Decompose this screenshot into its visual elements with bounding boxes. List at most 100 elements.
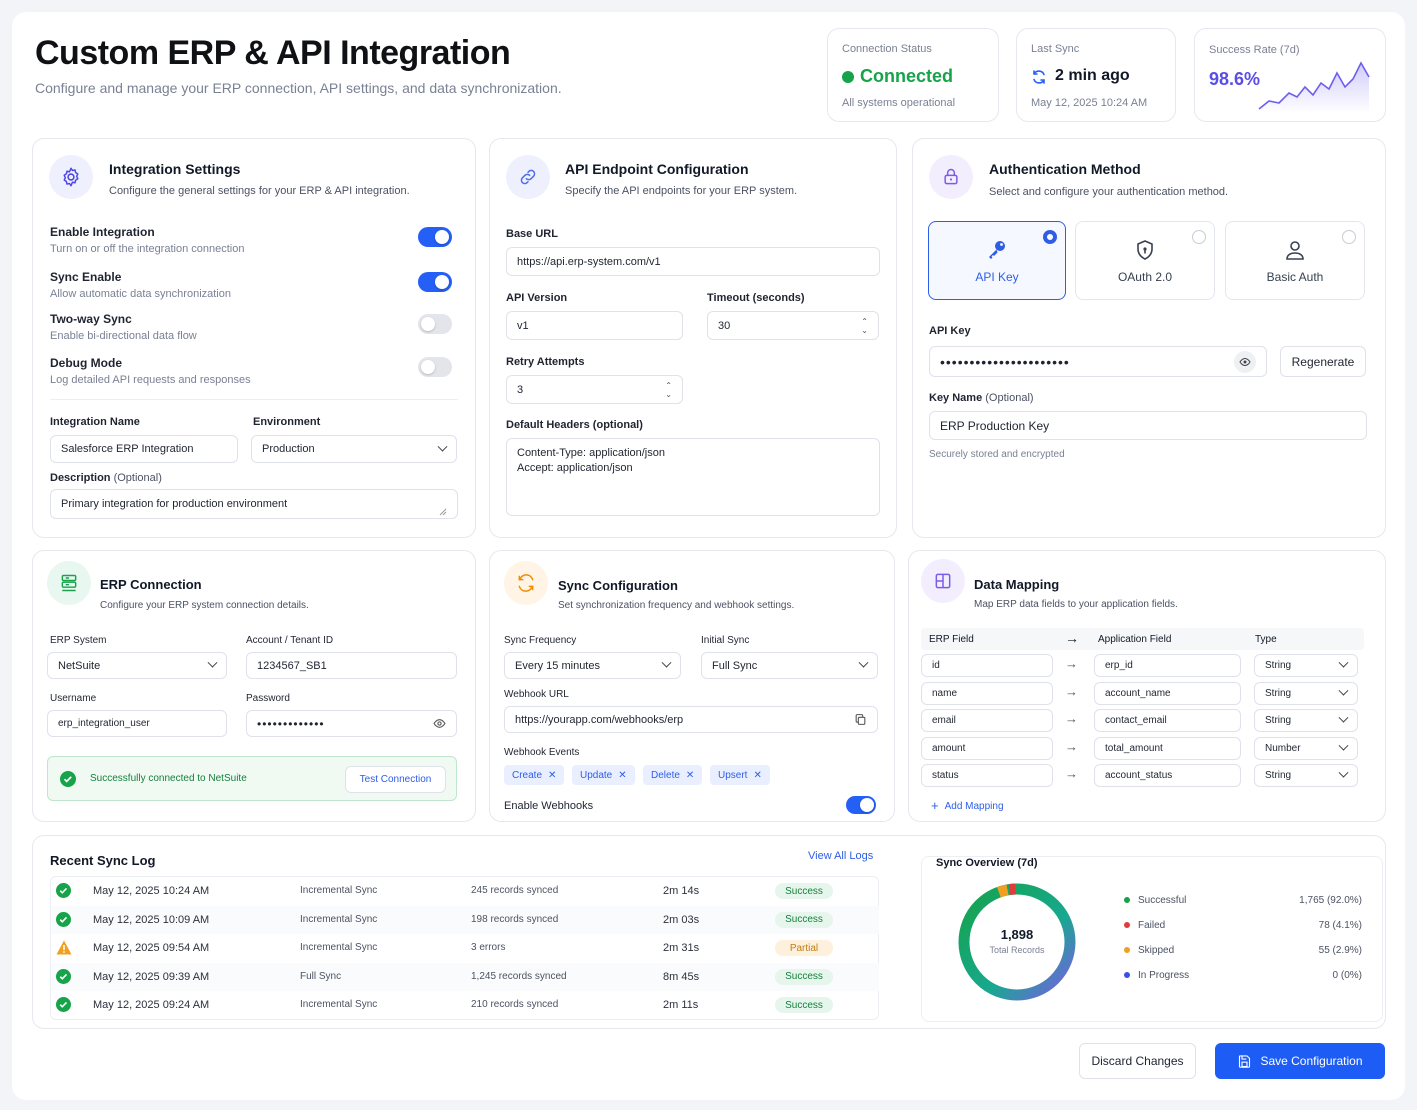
chevron-down-icon — [858, 657, 869, 668]
base-url-input[interactable]: https://api.erp-system.com/v1 — [506, 247, 880, 276]
stepper-icon[interactable]: ⌃ ⌄ — [861, 316, 868, 335]
log-row[interactable]: May 12, 2025 10:24 AM Incremental Sync 2… — [51, 877, 879, 905]
status-badge: Success — [775, 911, 833, 928]
chevron-down-icon — [1338, 685, 1349, 696]
log-row[interactable]: May 12, 2025 09:54 AM Incremental Sync 3… — [51, 934, 879, 962]
sync-frequency-select[interactable]: Every 15 minutes — [504, 652, 681, 679]
stepper-icon[interactable]: ⌃ ⌄ — [665, 380, 672, 399]
debug-mode-toggle[interactable] — [418, 357, 452, 377]
close-icon[interactable]: ✕ — [618, 769, 627, 781]
username-input[interactable]: erp_integration_user — [47, 710, 227, 737]
sync-icon — [504, 561, 548, 605]
event-tag-create[interactable]: Create ✕ — [504, 765, 565, 785]
retry-input[interactable]: 3 ⌃ ⌄ — [506, 375, 683, 404]
erp-field-input[interactable]: status — [921, 764, 1053, 787]
account-input[interactable]: 1234567_SB1 — [246, 652, 457, 679]
enable-webhooks-toggle[interactable] — [846, 796, 876, 814]
discard-changes-button[interactable]: Discard Changes — [1079, 1043, 1196, 1079]
eye-icon[interactable] — [1234, 350, 1256, 373]
auth-option-basic[interactable]: Basic Auth — [1225, 221, 1365, 300]
app-field-input[interactable]: account_name — [1094, 681, 1241, 705]
erp-field-input[interactable]: email — [921, 709, 1053, 732]
description-label-text: Description — [50, 472, 111, 484]
app-field-input[interactable]: erp_id — [1094, 654, 1241, 677]
type-select[interactable]: String — [1254, 654, 1358, 677]
headers-textarea[interactable]: Content-Type: application/json Accept: a… — [506, 438, 880, 516]
app-field-input[interactable]: account_status — [1094, 764, 1241, 787]
log-row[interactable]: May 12, 2025 09:24 AM Incremental Sync 2… — [51, 991, 879, 1019]
link-icon — [506, 155, 550, 199]
key-name-input[interactable]: ERP Production Key — [929, 411, 1367, 440]
event-tag-update[interactable]: Update ✕ — [572, 765, 635, 785]
erp-field-input[interactable]: amount — [921, 736, 1053, 760]
webhook-url-input[interactable]: https://yourapp.com/webhooks/erp — [504, 706, 878, 733]
initial-sync-select[interactable]: Full Sync — [701, 652, 878, 679]
regenerate-button[interactable]: Regenerate — [1280, 346, 1366, 377]
close-icon[interactable]: ✕ — [753, 769, 762, 781]
log-row[interactable]: May 12, 2025 10:09 AM Incremental Sync 1… — [51, 905, 879, 934]
type-select[interactable]: Number — [1254, 736, 1358, 760]
last-sync-time: May 12, 2025 10:24 AM — [1031, 97, 1148, 109]
log-records: 245 records synced — [471, 885, 559, 896]
legend-dot-icon — [1124, 922, 1130, 928]
success-rate-sparkline — [1258, 61, 1370, 113]
type-select[interactable]: String — [1254, 764, 1358, 787]
api-version-input[interactable]: v1 — [506, 311, 683, 340]
view-all-logs-link[interactable]: View All Logs — [808, 850, 874, 862]
base-url-value: https://api.erp-system.com/v1 — [517, 255, 661, 268]
log-type: Full Sync — [300, 970, 342, 982]
resize-handle-icon[interactable] — [439, 508, 447, 516]
event-tag-delete[interactable]: Delete ✕ — [643, 765, 703, 785]
integration-name-input[interactable]: Salesforce ERP Integration — [50, 435, 238, 463]
legend-value: 1,765 (92.0%) — [1299, 895, 1362, 906]
col-app-field: Application Field — [1098, 634, 1172, 645]
api-key-label: API Key — [929, 325, 971, 337]
api-version-label: API Version — [506, 292, 568, 304]
description-input[interactable]: Primary integration for production envir… — [50, 489, 458, 519]
log-row[interactable]: May 12, 2025 09:39 AM Full Sync 1,245 re… — [51, 962, 879, 991]
app-field-input[interactable]: contact_email — [1094, 709, 1241, 732]
save-configuration-button[interactable]: Save Configuration — [1215, 1043, 1385, 1079]
account-label: Account / Tenant ID — [246, 635, 334, 646]
erp-field-input[interactable]: name — [921, 681, 1053, 705]
event-tag-upsert[interactable]: Upsert ✕ — [710, 765, 770, 785]
chevron-down-icon — [661, 657, 672, 668]
toggle-desc: Allow automatic data synchronization — [50, 288, 231, 300]
api-endpoint-title: API Endpoint Configuration — [565, 161, 749, 177]
radio-unselected[interactable] — [1192, 230, 1206, 244]
type-select[interactable]: String — [1254, 709, 1358, 732]
close-icon[interactable]: ✕ — [685, 769, 695, 781]
eye-icon[interactable] — [433, 717, 446, 730]
timeout-input[interactable]: 30 ⌃ ⌄ — [707, 311, 879, 340]
log-time: May 12, 2025 09:39 AM — [93, 970, 210, 983]
toggle-label: Enable Integration — [50, 225, 155, 239]
api-key-input[interactable]: •••••••••••••••••••••• — [929, 346, 1267, 377]
gear-icon — [49, 155, 93, 199]
app-field-input[interactable]: total_amount — [1094, 736, 1241, 760]
auth-option-api-key[interactable]: API Key — [928, 221, 1066, 300]
erp-field-value: status — [932, 770, 959, 781]
header-line: Accept: application/json — [517, 462, 633, 474]
two-way-sync-toggle[interactable] — [418, 314, 452, 334]
arrow-right-icon: → — [1065, 711, 1078, 726]
add-mapping-button[interactable]: + Add Mapping — [931, 799, 1004, 812]
radio-selected[interactable] — [1043, 230, 1057, 244]
password-input[interactable]: ••••••••••••• — [246, 710, 457, 737]
page: Custom ERP & API Integration Configure a… — [12, 12, 1405, 1100]
erp-field-input[interactable]: id — [921, 654, 1053, 677]
data-mapping-subtitle: Map ERP data fields to your application … — [974, 599, 1178, 610]
test-connection-button[interactable]: Test Connection — [345, 766, 446, 793]
erp-system-select[interactable]: NetSuite — [47, 652, 227, 679]
enable-integration-toggle[interactable] — [418, 227, 452, 247]
close-icon[interactable]: ✕ — [548, 769, 557, 781]
copy-icon[interactable] — [854, 713, 867, 726]
radio-unselected[interactable] — [1342, 230, 1356, 244]
sync-enable-toggle[interactable] — [418, 272, 452, 292]
sync-log-table: May 12, 2025 10:24 AM Incremental Sync 2… — [50, 876, 879, 1020]
environment-select[interactable]: Production — [251, 435, 457, 463]
initial-sync-label: Initial Sync — [701, 635, 750, 646]
log-records: 198 records synced — [471, 913, 559, 925]
auth-option-oauth[interactable]: OAuth 2.0 — [1075, 221, 1215, 300]
type-select[interactable]: String — [1254, 681, 1358, 705]
page-title: Custom ERP & API Integration — [35, 34, 511, 72]
